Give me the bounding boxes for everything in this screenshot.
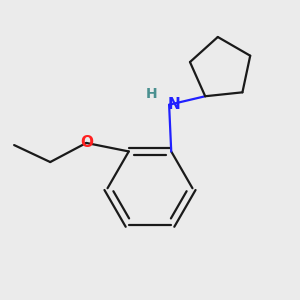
Text: H: H <box>146 87 157 101</box>
Text: O: O <box>80 136 93 151</box>
Text: N: N <box>168 97 181 112</box>
